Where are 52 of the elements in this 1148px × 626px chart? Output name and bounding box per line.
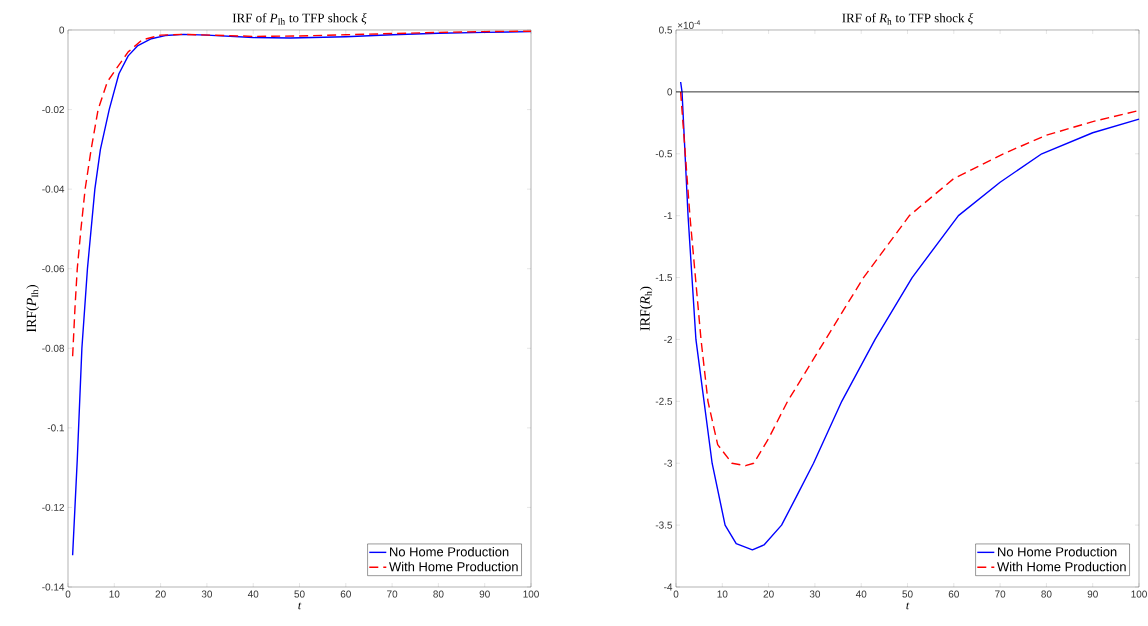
x-tick-label: 10	[717, 590, 728, 598]
x-tick-label: 10	[109, 590, 120, 598]
y-tick-label: -0.14	[42, 583, 65, 591]
y-tick-label: -4	[664, 583, 673, 591]
legend-label: With Home Production	[997, 561, 1126, 572]
text: ×10$^{-4}$	[677, 20, 701, 29]
y-tick-label: -0.12	[42, 503, 64, 511]
y-tick-label: -0.06	[42, 265, 65, 273]
x-tick-label: 70	[995, 590, 1006, 598]
x-tick-label: 30	[809, 590, 821, 598]
x-tick-label: 100	[523, 590, 539, 598]
x-tick-label: 0	[673, 590, 679, 598]
x-tick-label: 80	[1041, 590, 1052, 598]
x-tick-label: 100	[1131, 590, 1147, 598]
line-series	[71, 30, 532, 357]
chart-title: IRF of R$_{h}$ to TFP shock ξ	[842, 13, 974, 25]
x-axis-title: t	[906, 602, 910, 610]
y-tick-label: -3.5	[655, 521, 673, 529]
x-tick-label: 30	[201, 590, 213, 598]
x-tick-label: 90	[1087, 590, 1098, 598]
y-tick-label: 0.5	[659, 26, 673, 34]
x-axis-title: t	[298, 602, 302, 610]
x-tick-label: 0	[65, 590, 71, 598]
y-tick-label: -1	[664, 212, 673, 220]
x-tick-label: 20	[155, 590, 166, 598]
y-tick-label: -0.1	[47, 424, 64, 432]
x-tick-label: 50	[294, 590, 305, 598]
y-tick-label: -2	[664, 335, 672, 343]
x-tick-label: 40	[247, 590, 259, 598]
y-axis-title: IRF(R$_{h}$)	[639, 286, 653, 331]
y-axis-title: IRF(P$_{Ih}$)	[26, 285, 39, 333]
y-tick-label: -0.08	[42, 344, 65, 352]
y-tick-label: 0	[667, 88, 673, 96]
x-tick-label: 80	[433, 590, 444, 598]
y-tick-label: -0.5	[655, 150, 673, 158]
y-tick-label: 0	[59, 26, 65, 34]
y-tick-label: -2.5	[655, 397, 673, 405]
x-tick-label: 20	[763, 590, 774, 598]
chart-title: IRF of P$_{Ih}$ to TFP shock ξ	[232, 13, 367, 25]
x-tick-label: 70	[387, 590, 398, 598]
x-tick-label: 40	[855, 590, 867, 598]
legend-label: With Home Production	[389, 561, 518, 572]
x-tick-label: 90	[479, 590, 490, 598]
x-tick-label: 60	[948, 590, 959, 598]
legend-label: No Home Production	[390, 546, 509, 557]
y-tick-label: -0.04	[42, 185, 65, 193]
x-tick-label: 60	[340, 590, 351, 598]
y-tick-label: -1.5	[655, 274, 673, 282]
y-tick-label: -0.02	[42, 106, 64, 114]
y-tick-label: -3	[664, 459, 673, 467]
x-tick-label: 50	[902, 590, 913, 598]
legend-label: No Home Production	[998, 546, 1117, 557]
